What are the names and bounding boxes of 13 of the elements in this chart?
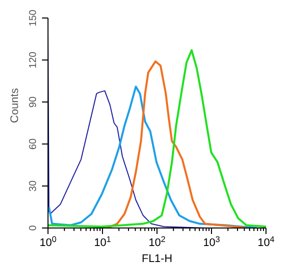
y-tick-label: 90 bbox=[28, 96, 39, 108]
y-tick-label: 150 bbox=[28, 9, 39, 26]
x-tick-label: 10$^{2}$ bbox=[148, 234, 166, 249]
y-tick-label: 60 bbox=[28, 138, 39, 150]
y-axis-title: Counts bbox=[8, 88, 21, 123]
x-tick-label: 10$^{3}$ bbox=[203, 234, 220, 249]
x-tick-label: 10$^{4}$ bbox=[258, 234, 275, 249]
y-tick-label: 120 bbox=[28, 51, 39, 68]
x-tick-label: 10$^{0}$ bbox=[40, 234, 57, 249]
y-tick-label: 0 bbox=[28, 224, 39, 231]
y-tick-label: 30 bbox=[28, 180, 39, 192]
x-axis-title: FL1-H bbox=[142, 253, 172, 265]
x-tick-label: 10$^{1}$ bbox=[94, 234, 112, 249]
